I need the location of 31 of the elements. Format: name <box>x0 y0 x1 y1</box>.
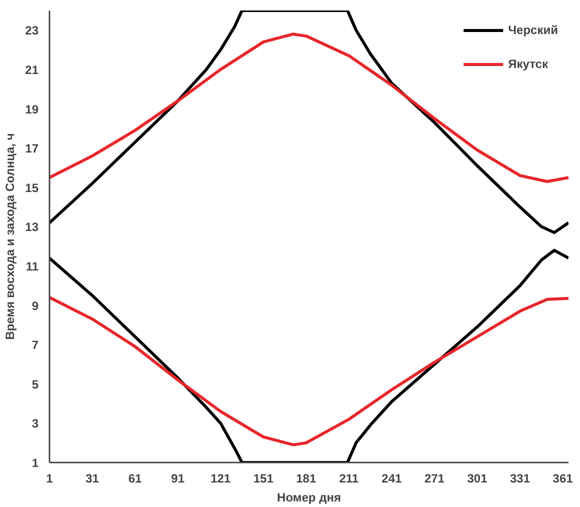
y-tick-label: 9 <box>32 298 39 313</box>
x-tick-label: 271 <box>424 472 445 486</box>
x-tick-label: 61 <box>128 472 142 486</box>
legend-label: Якутск <box>508 57 548 71</box>
y-tick-label: 3 <box>32 416 39 431</box>
y-tick-label: 7 <box>32 338 39 352</box>
x-tick-label: 91 <box>171 472 185 486</box>
x-tick-label: 181 <box>296 472 316 486</box>
y-tick-label: 13 <box>25 220 39 234</box>
x-tick-label: 241 <box>382 472 402 486</box>
x-axis-title: Номер дня <box>277 490 341 504</box>
x-tick-label: 301 <box>467 472 488 486</box>
x-tick-label: 331 <box>510 472 530 486</box>
x-tick-label: 31 <box>86 472 100 486</box>
x-tick-label: 151 <box>253 472 274 486</box>
x-tick-label: 1 <box>46 472 54 486</box>
y-axis-title: Время восхода и захода Солнца, ч <box>3 133 18 340</box>
y-tick-label: 23 <box>25 24 39 38</box>
y-tick-label: 19 <box>25 102 39 116</box>
x-tick-label: 361 <box>552 472 574 486</box>
line-series <box>50 10 568 234</box>
y-tick-label: 17 <box>25 142 39 156</box>
x-tick-label: 211 <box>339 472 359 486</box>
x-tick-label: 121 <box>210 472 231 486</box>
y-tick-label: 15 <box>25 180 39 195</box>
y-tick-label: 11 <box>26 259 39 274</box>
line-series <box>50 296 568 446</box>
legend-label: Черский <box>508 23 558 37</box>
y-tick-label: 5 <box>32 377 39 392</box>
y-tick-label: 21 <box>25 62 39 77</box>
y-tick-label: 1 <box>32 456 39 470</box>
